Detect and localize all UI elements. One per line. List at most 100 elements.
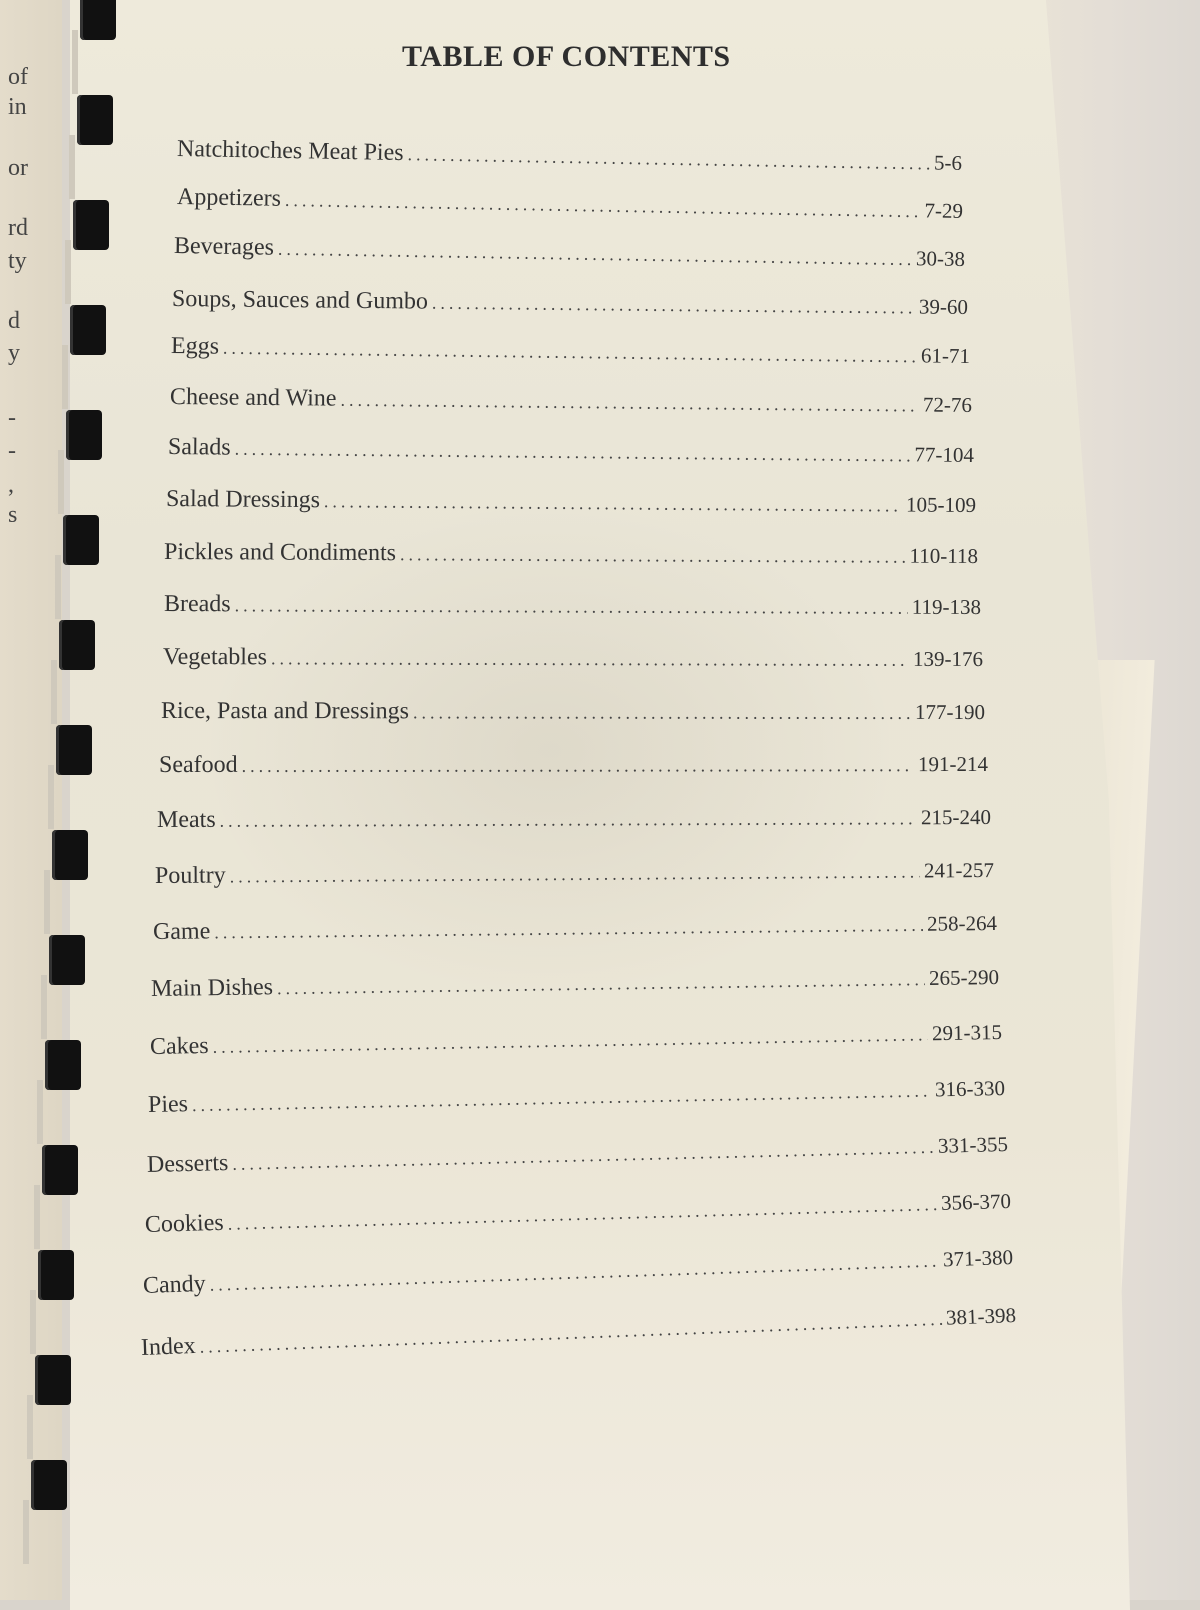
toc-entry-pages: 265-290	[928, 965, 1000, 990]
toc-entry-pages: 356-370	[940, 1189, 1012, 1215]
page-title: TABLE OF CONTENTS	[402, 40, 731, 73]
binding-coil	[52, 830, 88, 880]
toc-entry-pages: 72-76	[922, 392, 973, 417]
left-page-text-fragment: -	[8, 405, 16, 431]
toc-entry-pages: 61-71	[920, 343, 971, 368]
toc-entry: Meats...................................…	[157, 804, 991, 834]
toc-entry-label: Seafood	[158, 751, 238, 778]
toc-entry: Pickles and Condiments..................…	[164, 539, 978, 570]
toc-entry: Seafood.................................…	[159, 751, 988, 779]
toc-entry-pages: 258-264	[926, 911, 998, 936]
binding-coil	[48, 935, 85, 985]
binding-coil	[59, 620, 95, 670]
dot-leader: ........................................…	[323, 491, 903, 517]
toc-entry-label: Cakes	[149, 1032, 209, 1060]
toc-entry: Vegetables..............................…	[163, 644, 983, 673]
dot-leader: ........................................…	[219, 808, 918, 831]
toc-entry-label: Salad Dressings	[165, 486, 321, 514]
book-page	[70, 0, 1130, 1610]
toc-entry-pages: 331-355	[937, 1132, 1009, 1158]
toc-entry-pages: 177-190	[914, 699, 986, 724]
binding-wire	[47, 765, 54, 829]
toc-entry-pages: 7-29	[924, 198, 964, 223]
toc-entry-label: Candy	[142, 1270, 207, 1299]
binding-coil	[73, 200, 109, 250]
binding-coil	[41, 1145, 78, 1195]
binding-wire	[54, 555, 61, 619]
toc-entry-label: Eggs	[170, 333, 220, 360]
dot-leader: ........................................…	[234, 595, 908, 619]
toc-entry-label: Rice, Pasta and Dressings	[160, 698, 409, 725]
toc-entry-label: Poultry	[154, 862, 226, 889]
binding-coil	[80, 0, 116, 40]
dot-leader: ........................................…	[340, 389, 920, 417]
toc-entry-pages: 105-109	[905, 492, 977, 517]
binding-wire	[65, 240, 71, 304]
binding-coil	[55, 725, 92, 775]
toc-entry-pages: 77-104	[914, 442, 975, 467]
toc-entry-label: Pickles and Condiments	[163, 539, 397, 567]
binding-coil	[66, 410, 102, 460]
toc-entry-label: Cheese and Wine	[169, 384, 337, 412]
dot-leader: ........................................…	[241, 755, 915, 776]
binding-wire	[26, 1395, 33, 1459]
left-page-text-fragment: ,	[8, 472, 14, 498]
toc-entry-label: Meats	[156, 806, 216, 833]
toc-entry-label: Natchitoches Meat Pies	[176, 136, 404, 167]
toc-entry-pages: 5-6	[933, 150, 963, 175]
binding-coil	[62, 515, 99, 565]
toc-entry-pages: 39-60	[918, 294, 969, 319]
left-page-text-fragment: rd	[8, 215, 28, 241]
toc-entry: Breads..................................…	[164, 591, 981, 621]
binding-wire	[30, 1290, 36, 1354]
binding-wire	[58, 450, 64, 514]
toc-entry-label: Cookies	[144, 1209, 224, 1238]
left-page-text-fragment: of	[8, 64, 28, 90]
toc-entry-label: Soups, Sauces and Gumbo	[171, 286, 429, 315]
binding-wire	[61, 345, 68, 409]
toc-entry-label: Vegetables	[162, 644, 268, 671]
binding-wire	[51, 660, 57, 724]
left-page-text-fragment: d	[8, 308, 20, 334]
binding-wire	[44, 870, 50, 934]
left-page-text-fragment: or	[8, 155, 28, 181]
toc-entry-pages: 241-257	[923, 858, 995, 883]
binding-wire	[33, 1185, 40, 1249]
left-page-text-fragment: -	[8, 438, 16, 464]
toc-entry-pages: 119-138	[911, 594, 982, 619]
toc-entry-label: Index	[140, 1332, 197, 1361]
binding-wire	[68, 135, 75, 199]
toc-entry-label: Desserts	[146, 1150, 229, 1178]
dot-leader: ........................................…	[234, 438, 911, 467]
toc-entry-pages: 381-398	[945, 1303, 1017, 1330]
binding-wire	[23, 1500, 29, 1564]
toc-entry-label: Salads	[167, 434, 231, 461]
toc-entry-label: Breads	[163, 591, 231, 618]
toc-entry-label: Main Dishes	[150, 974, 274, 1002]
toc-entry-pages: 215-240	[920, 805, 992, 830]
binding-coil	[69, 305, 106, 355]
dot-leader: ........................................…	[399, 544, 906, 568]
toc-entry-label: Appetizers	[176, 184, 282, 212]
toc-entry-label: Pies	[147, 1091, 189, 1118]
toc-entry: Rice, Pasta and Dressings...............…	[161, 698, 985, 726]
left-page-text-fragment: ty	[8, 248, 27, 274]
toc-entry-pages: 110-118	[909, 543, 979, 568]
toc-entry-pages: 30-38	[915, 246, 966, 271]
toc-entry-label: Beverages	[173, 233, 275, 261]
toc-entry-label: Game	[152, 918, 211, 945]
dot-leader: ........................................…	[229, 861, 921, 887]
dot-leader: ........................................…	[270, 648, 910, 671]
binding-coil	[45, 1040, 81, 1090]
left-page-text-fragment: y	[8, 340, 20, 366]
binding-wire	[40, 975, 47, 1039]
left-page-text-fragment: in	[8, 94, 27, 120]
binding-wire	[37, 1080, 43, 1144]
dot-leader: ........................................…	[412, 702, 912, 724]
dot-leader: ........................................…	[431, 292, 916, 319]
binding-coil	[38, 1250, 74, 1300]
binding-wire	[72, 30, 78, 94]
binding-coil	[31, 1460, 67, 1510]
toc-entry-pages: 371-380	[942, 1245, 1014, 1272]
binding-coil	[34, 1355, 71, 1405]
